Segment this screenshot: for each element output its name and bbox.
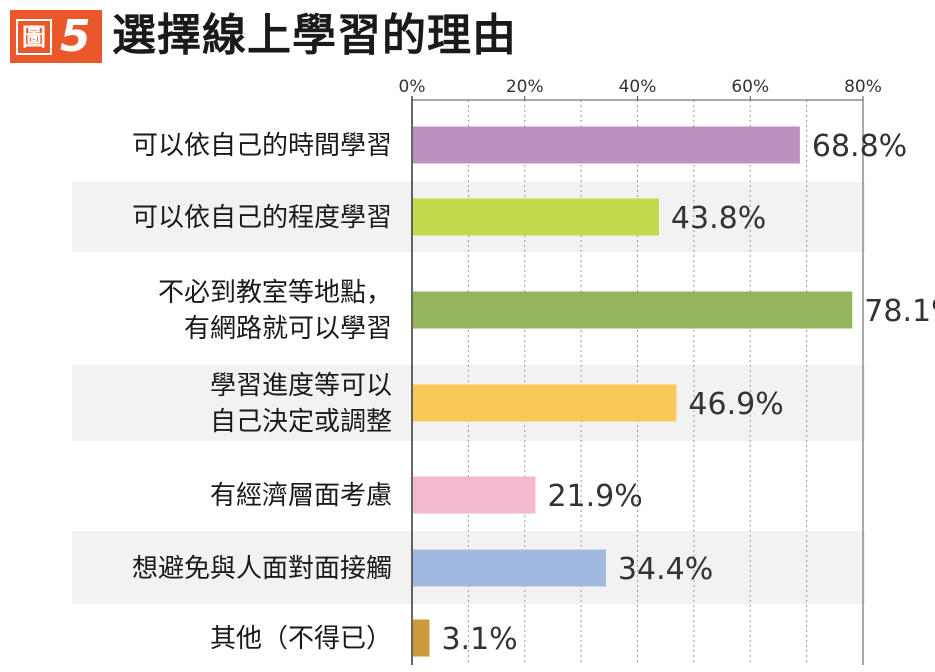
tick-label: 80%	[844, 77, 882, 97]
category-label: 不必到教室等地點，	[158, 278, 392, 308]
bar	[413, 384, 677, 422]
tick-label: 0%	[399, 77, 426, 97]
bar	[413, 619, 430, 657]
tick-label: 60%	[731, 77, 769, 97]
bars	[413, 126, 853, 657]
category-label: 可以依自己的時間學習	[132, 131, 392, 161]
bar	[413, 198, 659, 236]
figure-label-number: 5	[60, 10, 91, 62]
value-label: 68.8%	[812, 129, 907, 164]
category-label: 想避免與人面對面接觸	[132, 554, 392, 584]
category-label: 有經濟層面考慮	[210, 481, 392, 511]
value-label: 21.9%	[547, 479, 642, 514]
bar	[413, 291, 853, 329]
category-label: 可以依自己的程度學習	[132, 203, 392, 233]
value-label: 3.1%	[441, 622, 517, 657]
figure-badge: 圖 5	[10, 10, 102, 63]
title-bar: 圖 5 選擇線上學習的理由	[0, 0, 935, 70]
value-labels: 68.8% 43.8% 78.1% 46.9% 21.9% 34.4% 3.1%	[441, 129, 935, 657]
category-label: 學習進度等可以	[210, 371, 392, 401]
tick-label: 20%	[506, 77, 544, 97]
bar	[413, 549, 606, 587]
tick-label: 40%	[619, 77, 657, 97]
value-label: 43.8%	[671, 201, 766, 236]
chart-title: 選擇線上學習的理由	[112, 10, 517, 61]
bar	[413, 476, 536, 514]
category-label: 有網路就可以學習	[184, 314, 392, 344]
figure-label-word: 圖	[16, 18, 52, 55]
value-label: 78.1%	[864, 294, 935, 329]
tick-labels: 0% 20% 40% 60% 80%	[399, 77, 882, 97]
bar	[413, 126, 800, 164]
category-label: 其他（不得已）	[210, 624, 392, 654]
value-label: 34.4%	[618, 552, 713, 587]
value-label: 46.9%	[688, 387, 783, 422]
category-label: 自己決定或調整	[210, 407, 392, 437]
